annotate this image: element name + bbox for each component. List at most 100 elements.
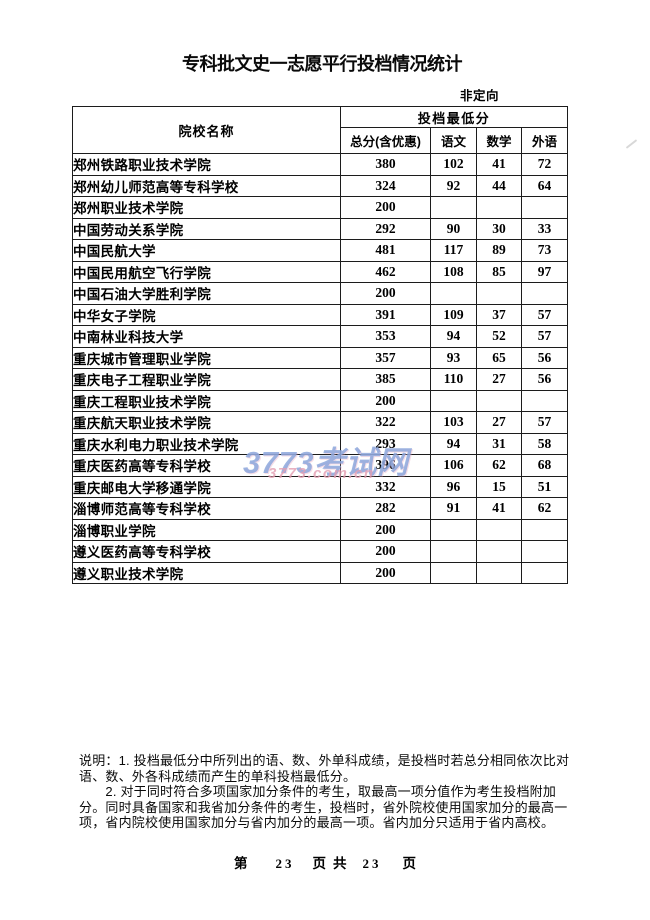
math-score-cell: 89 (476, 239, 522, 262)
total-score-cell: 200 (340, 389, 431, 412)
table-row: 中国劳动关系学院 292 90 30 33 (72, 217, 569, 240)
chinese-score-cell (430, 518, 477, 541)
school-name-cell: 重庆工程职业技术学院 (72, 389, 341, 412)
math-score-cell (476, 540, 522, 563)
math-score-cell: 31 (476, 432, 522, 455)
total-score-cell: 200 (340, 282, 431, 305)
foreign-score-cell (520, 561, 569, 584)
foreign-score-cell: 33 (520, 217, 569, 240)
chinese-score-cell: 109 (430, 303, 477, 326)
total-score-cell: 332 (340, 475, 431, 498)
foreign-score-cell: 68 (520, 454, 569, 477)
table-row: 郑州职业技术学院 200 (72, 196, 569, 219)
math-score-cell: 62 (476, 454, 522, 477)
chinese-score-cell: 102 (430, 153, 477, 176)
math-score-cell: 85 (476, 260, 522, 283)
school-name-cell: 郑州幼儿师范高等专科学校 (72, 174, 341, 197)
chinese-score-cell: 91 (430, 497, 477, 520)
chinese-score-cell: 94 (430, 432, 477, 455)
school-name-cell: 淄博师范高等专科学校 (72, 497, 341, 520)
note-line: 项，省内院校使用国家加分与省内加分的最高一项。省内加分只适用于省内高校。 (79, 815, 555, 831)
table-row: 中南林业科技大学 353 94 52 57 (72, 325, 569, 348)
note-line: 说明：1. 投档最低分中所列出的语、数、外单科成绩，是投档时若总分相同依次比对 (79, 753, 570, 768)
column-header-total-score: 总分(含优惠) (340, 127, 431, 154)
foreign-score-cell: 51 (520, 475, 569, 498)
table-row: 淄博师范高等专科学校 282 91 41 62 (72, 497, 569, 520)
column-header-school-name: 院校名称 (72, 106, 341, 154)
column-header-chinese: 语文 (430, 127, 477, 154)
school-name-cell: 重庆城市管理职业学院 (72, 346, 341, 369)
chinese-score-cell: 90 (430, 217, 477, 240)
table-row: 重庆水利电力职业技术学院 293 94 31 58 (72, 432, 569, 455)
chinese-score-cell: 117 (430, 239, 477, 262)
footer-total-pages: 23 (362, 856, 382, 871)
school-name-cell: 中南林业科技大学 (72, 325, 341, 348)
foreign-score-cell: 72 (520, 153, 569, 176)
foreign-score-cell: 73 (520, 239, 569, 262)
total-score-cell: 353 (340, 325, 431, 348)
chinese-score-cell: 103 (430, 411, 477, 434)
foreign-score-cell: 62 (520, 497, 569, 520)
school-name-cell: 重庆电子工程职业学院 (72, 368, 341, 391)
chinese-score-cell: 92 (430, 174, 477, 197)
school-name-cell: 重庆医药高等专科学校 (72, 454, 341, 477)
foreign-score-cell (520, 389, 569, 412)
page-title: 专科批文史一志愿平行投档情况统计 (182, 54, 463, 75)
total-score-cell: 293 (340, 432, 431, 455)
chinese-score-cell (430, 561, 477, 584)
math-score-cell (476, 196, 522, 219)
school-name-cell: 淄博职业学院 (72, 518, 341, 541)
table-body: 郑州铁路职业技术学院 380 102 41 72 郑州幼儿师范高等专科学校 32… (72, 153, 569, 584)
column-header-min-score-group: 投档最低分 (339, 106, 569, 128)
total-score-cell: 396 (340, 454, 431, 477)
chinese-score-cell: 94 (430, 325, 477, 348)
table-row: 重庆电子工程职业学院 385 110 27 56 (72, 368, 569, 391)
math-score-cell: 15 (476, 475, 522, 498)
chinese-score-cell: 93 (430, 346, 477, 369)
school-name-cell: 重庆邮电大学移通学院 (72, 475, 341, 498)
page-footer: 第 23 页 共 23 页 (0, 852, 650, 872)
school-name-cell: 遵义医药高等专科学校 (72, 540, 341, 563)
total-score-cell: 200 (340, 561, 431, 584)
total-score-cell: 385 (340, 368, 431, 391)
school-name-cell: 中国石油大学胜利学院 (72, 282, 341, 305)
footer-label-page-prefix: 第 (234, 856, 248, 871)
table-row: 重庆航天职业技术学院 322 103 27 57 (72, 411, 569, 434)
chinese-score-cell: 110 (430, 368, 477, 391)
table-row: 郑州幼儿师范高等专科学校 324 92 44 64 (72, 174, 569, 197)
table-header-row-1: 院校名称 投档最低分 (72, 106, 569, 154)
total-score-cell: 481 (340, 239, 431, 262)
total-score-cell: 292 (340, 217, 431, 240)
foreign-score-cell: 57 (520, 303, 569, 326)
math-score-cell: 27 (476, 411, 522, 434)
foreign-score-cell: 57 (520, 411, 569, 434)
math-score-cell: 37 (476, 303, 522, 326)
footer-label-total: 共 (333, 856, 347, 871)
total-score-cell: 324 (340, 174, 431, 197)
foreign-score-cell (520, 540, 569, 563)
foreign-score-cell: 57 (520, 325, 569, 348)
chinese-score-cell: 108 (430, 260, 477, 283)
math-score-cell: 30 (476, 217, 522, 240)
chinese-score-cell: 106 (430, 454, 477, 477)
table-row: 遵义职业技术学院 200 (72, 561, 569, 584)
foreign-score-cell: 97 (520, 260, 569, 283)
table-row: 中国民航大学 481 117 89 73 (72, 239, 569, 262)
total-score-cell: 200 (340, 540, 431, 563)
table-row: 重庆城市管理职业学院 357 93 65 56 (72, 346, 569, 369)
foreign-score-cell: 64 (520, 174, 569, 197)
math-score-cell: 27 (476, 368, 522, 391)
math-score-cell: 52 (476, 325, 522, 348)
foreign-score-cell: 56 (520, 346, 569, 369)
column-header-foreign-language: 外语 (520, 127, 569, 154)
table-header-row-2: 总分(含优惠) 语文 数学 外语 (73, 127, 569, 154)
foreign-score-cell (520, 282, 569, 305)
footer-current-page: 23 (275, 856, 295, 871)
total-score-cell: 200 (340, 196, 431, 219)
school-name-cell: 郑州铁路职业技术学院 (72, 153, 341, 176)
foreign-score-cell (520, 196, 569, 219)
math-score-cell (476, 561, 522, 584)
total-score-cell: 282 (340, 497, 431, 520)
math-score-cell: 44 (476, 174, 522, 197)
